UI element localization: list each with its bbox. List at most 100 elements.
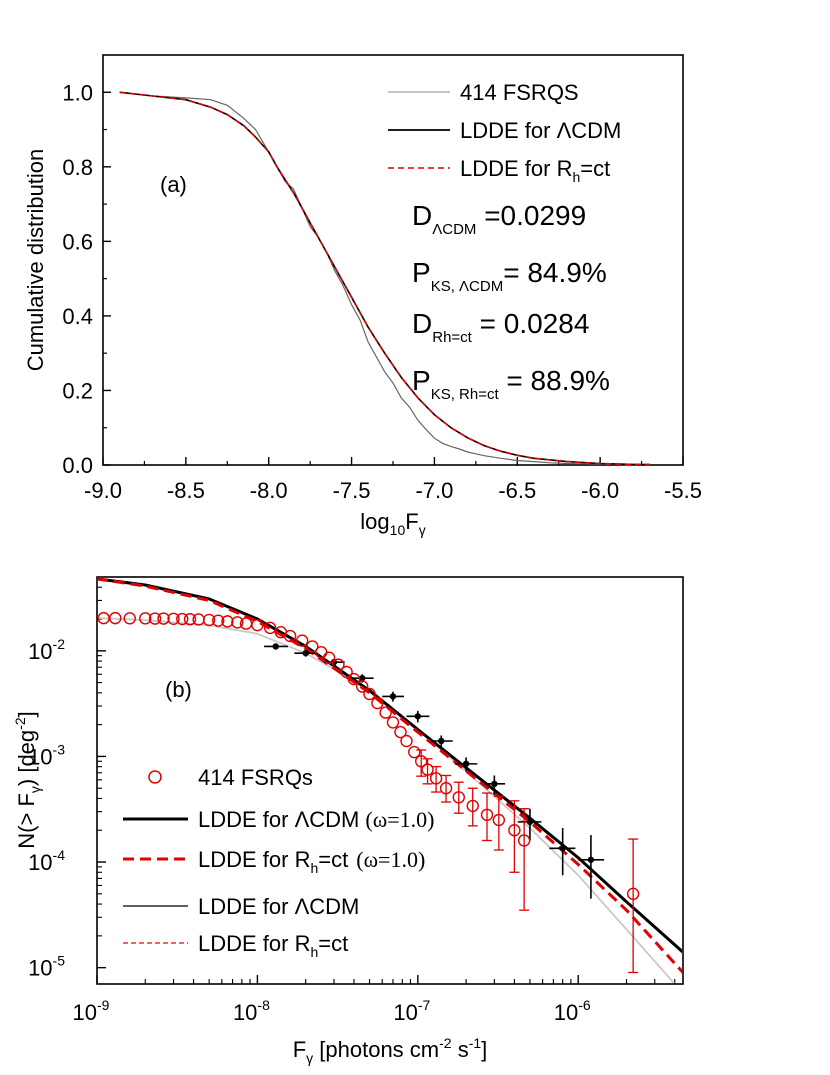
b-xtick-label: 10-7 <box>393 997 430 1025</box>
a-xtick-label: -5.5 <box>664 478 702 503</box>
b-fsrq-point <box>408 745 421 759</box>
b-fsrq-point <box>251 618 264 632</box>
b-ref-point <box>587 856 595 863</box>
b-ref-point <box>491 780 498 788</box>
a-series-ldde-rh <box>119 91 650 466</box>
b-fsrq-point <box>263 621 277 635</box>
b-fsrq-point <box>148 612 162 625</box>
b-fsrq-point <box>123 612 136 625</box>
legend-b-label-5: LDDE for Rh=ct <box>198 931 348 960</box>
b-fsrq-point <box>332 658 345 671</box>
legend-b-label-3: LDDE for Rh=ct (ω=1.0) <box>198 847 425 876</box>
a-xtick-label: -6.5 <box>498 478 536 503</box>
a-ytick-label: 0.4 <box>62 304 93 329</box>
legend-a-label-2: LDDE for ΛCDM <box>460 118 621 143</box>
b-series-lcdm <box>98 617 675 983</box>
b-series-rh-omega <box>98 578 682 974</box>
b-fsrq-point <box>492 813 506 827</box>
b-fsrq-point <box>394 725 407 739</box>
b-fsrq-point <box>371 696 384 710</box>
b-ref-point <box>358 675 366 682</box>
panel-a-stats: DΛCDM =0.0299 PKS, ΛCDM= 84.9% DRh=ct = … <box>412 200 610 403</box>
b-fsrq-point <box>386 716 400 729</box>
b-fsrq-point <box>212 614 225 627</box>
a-ytick-label: 0.8 <box>62 155 93 180</box>
b-fsrq-point <box>139 612 152 625</box>
a-xtick-label: -8.0 <box>250 478 288 503</box>
legend-b-label-2: LDDE for ΛCDM (ω=1.0) <box>198 807 434 832</box>
b-fsrq-point <box>231 616 244 629</box>
b-ref-point <box>302 649 309 657</box>
b-ref-point <box>272 643 279 650</box>
b-series-lcdm-omega <box>98 578 682 954</box>
b-fsrq-point <box>306 640 319 653</box>
legend-a-label-1: 414 FSRQS <box>460 80 579 105</box>
stat-d-rh: DRh=ct = 0.0284 <box>412 308 589 346</box>
a-ytick-label: 0.2 <box>62 378 93 403</box>
stat-pks-lcdm: PKS, ΛCDM= 84.9% <box>412 257 607 295</box>
b-fsrq-point <box>421 763 434 776</box>
panel-a-curves <box>119 91 650 466</box>
b-fsrq-point <box>347 672 361 686</box>
b-fsrq-point <box>415 755 428 768</box>
b-fsrq-point <box>202 613 216 627</box>
b-fsrq-point <box>295 634 309 647</box>
legend-b-label-1: 414 FSRQs <box>198 765 313 790</box>
b-ytick-label: 10-2 <box>28 636 65 664</box>
panel-b-xlabel: Fγ [photons cm-2 s-1] <box>293 1035 488 1066</box>
a-xtick-label: -8.5 <box>167 478 205 503</box>
b-fsrq-point <box>157 612 170 625</box>
b-fsrq-point <box>626 887 640 901</box>
legend-a-label-3: LDDE for Rh=ct <box>460 156 610 185</box>
panel-b-ticks: 10-9 10-8 10-7 10-6 10-5 10-4 10-3 10-2 <box>28 586 676 1025</box>
b-ref-point <box>526 818 534 826</box>
b-ref-point <box>389 693 397 700</box>
panel-b-label: (b) <box>165 677 192 702</box>
panel-a: -9.0 -8.5 -8.0 -7.5 -7.0 -6.5 -6.0 -5.5 0.0 0.2 0.… <box>23 54 702 538</box>
panel-a-ticks: -9.0 -8.5 -8.0 -7.5 -7.0 -6.5 -6.0 -5.5 0.0 0.2 0.… <box>62 80 702 503</box>
b-fsrq-point <box>176 612 189 626</box>
a-xtick-label: -7.0 <box>415 478 453 503</box>
panel-b-plot-area <box>98 578 682 983</box>
b-ytick-label: 10-5 <box>28 953 65 981</box>
b-xtick-label: 10-8 <box>233 997 270 1025</box>
a-xtick-label: -6.0 <box>581 478 619 503</box>
b-fsrq-point <box>480 808 494 822</box>
b-xtick-label: 10-6 <box>554 997 591 1025</box>
legend-b-swatch-1 <box>148 770 162 784</box>
panel-b-ylabel: N(> Fγ) [deg-2] <box>12 711 43 848</box>
stat-pks-rh: PKS, Rh=ct = 88.9% <box>412 365 610 403</box>
b-ref-point <box>414 713 422 720</box>
panel-a-ylabel: Cumulative distribution <box>23 149 48 372</box>
a-ytick-label: 0.0 <box>62 453 93 478</box>
panel-a-xlabel: log10Fγ <box>360 509 425 538</box>
b-fsrq-point <box>466 799 479 813</box>
b-fsrq-point <box>508 824 521 837</box>
b-fsrq-point <box>221 615 234 628</box>
b-fsrq-point <box>439 782 453 795</box>
b-fsrq-point <box>167 612 180 625</box>
b-fsrq-point <box>363 687 376 701</box>
panel-b-legend: 414 FSRQs LDDE for ΛCDM (ω=1.0) LDDE for … <box>123 765 434 960</box>
b-ytick-label: 10-3 <box>28 741 65 769</box>
b-ref-point <box>559 845 566 852</box>
b-ref-point <box>438 737 445 745</box>
a-ytick-label: 1.0 <box>62 80 93 105</box>
b-ytick-label: 10-4 <box>28 847 65 875</box>
b-fsrq-point <box>429 772 443 785</box>
b-fsrq-point <box>183 613 197 626</box>
a-series-fsrq-empirical <box>122 91 634 466</box>
b-fsrq-point <box>400 734 413 748</box>
b-fsrq-point <box>109 611 122 625</box>
panel-b: 10-9 10-8 10-7 10-6 10-5 10-4 10-3 10-2 (b) 414… <box>12 576 684 1066</box>
stat-d-lcdm: DΛCDM =0.0299 <box>412 200 586 238</box>
a-xtick-label: -7.5 <box>333 478 371 503</box>
b-fsrq-point <box>452 791 465 804</box>
legend-b-label-4: LDDE for ΛCDM <box>198 894 359 919</box>
b-fsrq-point <box>322 651 336 664</box>
b-fsrq-point <box>517 834 531 847</box>
panel-a-legend: 414 FSRQS LDDE for ΛCDM LDDE for Rh=ct <box>388 80 621 185</box>
b-series-rh <box>98 617 675 983</box>
a-ytick-label: 0.6 <box>62 229 93 254</box>
